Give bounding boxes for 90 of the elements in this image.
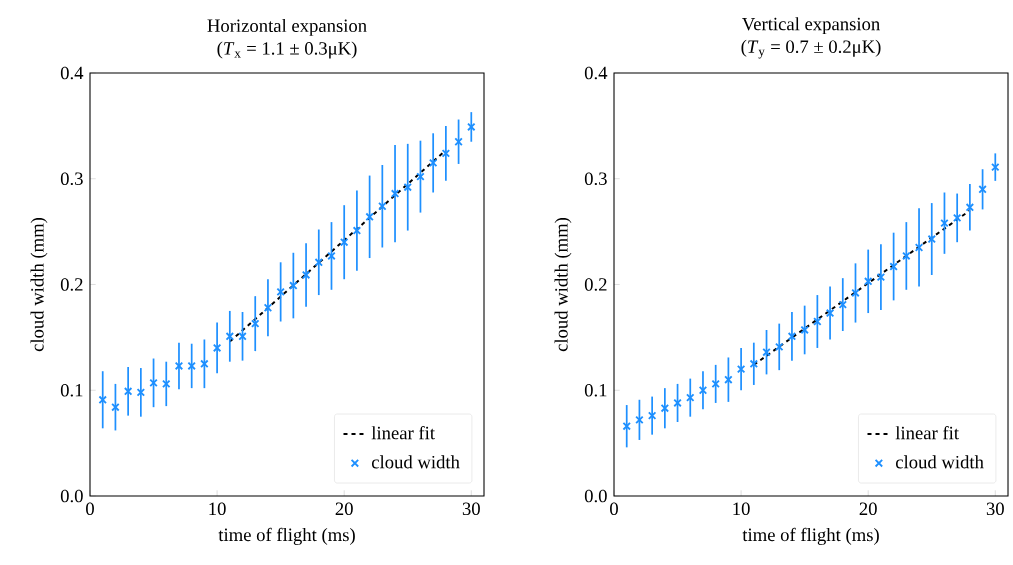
point	[225, 332, 235, 341]
point	[454, 137, 463, 146]
point	[749, 359, 759, 369]
point	[965, 203, 975, 212]
point	[467, 122, 476, 132]
point	[838, 300, 848, 309]
y-axis-title: cloud width (mm)	[554, 217, 572, 352]
point	[927, 234, 936, 244]
point	[978, 185, 987, 194]
point	[686, 393, 695, 402]
y-tick-label: 0.4	[60, 66, 84, 80]
point	[327, 251, 336, 261]
point	[339, 237, 349, 247]
x-tick-label: 20	[335, 502, 353, 516]
y-tick-label: 0.0	[584, 489, 607, 503]
point	[276, 287, 285, 297]
point	[774, 342, 784, 352]
y-axis-title: cloud width (mm)	[30, 217, 48, 352]
point	[851, 288, 860, 298]
point	[174, 361, 184, 371]
point	[813, 317, 822, 326]
x-tick-label: 0	[86, 502, 94, 516]
point	[149, 378, 158, 388]
y-tick-label: 0.1	[584, 383, 607, 397]
point	[98, 395, 107, 405]
point	[876, 272, 886, 282]
x-tick-label: 10	[733, 502, 750, 516]
point	[289, 281, 298, 290]
point	[952, 213, 962, 223]
y-tick-label: 0.0	[60, 489, 83, 503]
point	[390, 189, 400, 198]
point	[187, 361, 196, 371]
x-tick-label: 30	[462, 502, 480, 516]
point	[123, 387, 133, 396]
point	[698, 386, 708, 395]
point	[111, 402, 120, 412]
x-tick-label: 10	[209, 502, 226, 516]
legend-label: cloud width	[895, 455, 984, 469]
y-tick-label: 0.3	[584, 172, 607, 186]
point	[314, 258, 324, 267]
point	[787, 332, 797, 341]
point	[711, 379, 720, 389]
point	[212, 343, 222, 353]
point	[403, 182, 412, 192]
point	[250, 319, 260, 328]
point	[914, 243, 924, 252]
x-tick-label: 0	[610, 502, 618, 516]
point	[863, 277, 873, 286]
point	[736, 364, 746, 374]
x-axis-title: time of flight (ms)	[218, 527, 355, 545]
point	[162, 379, 171, 389]
point	[263, 303, 273, 313]
chart-title: Horizontal expansion	[207, 18, 367, 36]
point	[378, 202, 387, 211]
point	[622, 421, 631, 431]
chart-subtitle: (T$_{x}$ = 1.1 ± 0.3μK)	[217, 41, 357, 59]
point	[889, 262, 898, 271]
point	[238, 332, 247, 341]
y-tick-label: 0.2	[60, 278, 83, 291]
point	[365, 212, 374, 222]
point	[724, 375, 733, 384]
x-tick-label: 20	[859, 502, 877, 516]
point	[441, 149, 451, 158]
legend-label: linear fit	[895, 426, 959, 440]
point	[660, 403, 670, 413]
point	[673, 398, 682, 408]
y-tick-label: 0.4	[584, 66, 608, 80]
chart-title: Vertical expansion	[742, 17, 880, 35]
point	[825, 308, 835, 318]
point	[200, 359, 209, 369]
y-tick-label: 0.2	[584, 278, 607, 291]
point	[635, 415, 644, 425]
point	[762, 347, 771, 357]
point	[136, 388, 146, 397]
point	[428, 158, 438, 168]
point	[940, 218, 949, 228]
y-tick-label: 0.1	[60, 383, 83, 397]
point	[991, 162, 1000, 172]
point	[416, 172, 425, 181]
legend-label: linear fit	[371, 426, 435, 440]
point	[301, 270, 311, 280]
point	[800, 325, 809, 335]
point	[647, 411, 657, 420]
y-tick-label: 0.3	[60, 172, 83, 186]
legend-label: cloud width	[371, 455, 460, 469]
x-tick-label: 30	[986, 502, 1004, 516]
point	[902, 251, 911, 261]
point	[352, 226, 362, 235]
x-axis-title: time of flight (ms)	[742, 527, 879, 545]
chart-subtitle: (T$_{y}$ = 0.7 ± 0.2μK)	[741, 39, 881, 59]
